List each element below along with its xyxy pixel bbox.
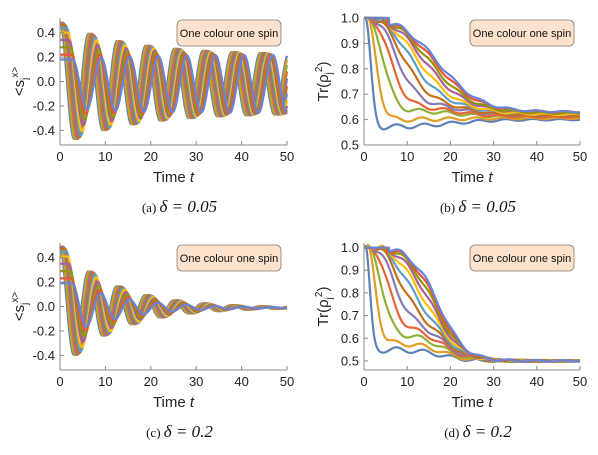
y-tick-label: 1.0 xyxy=(341,240,359,255)
x-axis-label: Time t xyxy=(451,394,493,411)
y-axis-label: Tr(ρj2) xyxy=(314,62,335,102)
legend: One colour one spin xyxy=(176,19,282,47)
x-tick-label: 30 xyxy=(486,149,500,164)
series-line-12 xyxy=(363,246,581,363)
panel-caption: (a) δ = 0.05 xyxy=(142,197,217,216)
y-axis-label: <sjx> xyxy=(10,67,31,97)
x-tick-label: 40 xyxy=(234,374,248,389)
axes: 0 10 20 30 40 50 -0.4 -0.2 0.0 0.2 0.4 xyxy=(33,243,294,389)
axes: 0 10 20 30 40 50 0.5 0.6 0.7 0.8 0.9 1.0 xyxy=(341,240,587,389)
x-tick-label: 30 xyxy=(189,149,203,164)
panel-caption: (b) δ = 0.05 xyxy=(440,197,516,216)
series-line-12 xyxy=(59,53,288,115)
y-tick-label: -0.2 xyxy=(33,323,55,338)
y-tick-label: 0.0 xyxy=(37,74,55,89)
x-tick-label: 30 xyxy=(486,374,500,389)
y-axis-label: Tr(ρj2) xyxy=(314,287,335,327)
series-line-8 xyxy=(363,16,581,117)
x-tick-label: 50 xyxy=(280,149,294,164)
panel-d: 0 10 20 30 40 50 0.5 0.6 0.7 0.8 0.9 1.0 Time t Tr(ρj… xyxy=(314,240,587,441)
legend-box xyxy=(176,19,282,47)
x-tick-label: 20 xyxy=(443,374,457,389)
panel-c: 0 10 20 30 40 50 -0.4 -0.2 0.0 0.2 0.4 Time t <sjx> O… xyxy=(10,243,294,441)
legend-label: One colour one spin xyxy=(180,253,278,265)
x-tick-label: 10 xyxy=(400,149,414,164)
x-tick-label: 20 xyxy=(144,374,158,389)
panel-caption: (d) δ = 0.2 xyxy=(444,422,512,441)
legend: One colour one spin xyxy=(469,19,575,47)
x-axis-label: Time t xyxy=(153,169,195,186)
panel-a: 0 10 20 30 40 50 -0.4 -0.2 0.0 0.2 0.4 Time t <sjx> O… xyxy=(10,18,294,216)
y-tick-label: -0.4 xyxy=(33,123,55,138)
series-line-4 xyxy=(363,16,581,119)
y-tick-label: 0.7 xyxy=(341,87,359,102)
x-tick-label: 10 xyxy=(98,374,112,389)
series-group xyxy=(59,21,289,141)
x-tick-label: 20 xyxy=(443,149,457,164)
x-tick-label: 40 xyxy=(530,149,544,164)
axes: 0 10 20 30 40 50 0.5 0.6 0.7 0.8 0.9 1.0 xyxy=(341,11,587,165)
legend-box xyxy=(176,244,282,272)
x-axis-label: Time t xyxy=(451,169,493,186)
y-tick-label: 0.2 xyxy=(37,50,55,65)
y-tick-label: 1.0 xyxy=(341,11,359,26)
legend: One colour one spin xyxy=(469,244,575,272)
legend: One colour one spin xyxy=(176,244,282,272)
panel-b: 0 10 20 30 40 50 0.5 0.6 0.7 0.8 0.9 1.0 Time t Tr(ρj… xyxy=(314,11,587,217)
x-tick-label: 40 xyxy=(530,374,544,389)
y-tick-label: 0.7 xyxy=(341,308,359,323)
y-tick-label: 0.4 xyxy=(37,25,55,40)
y-tick-label: 0.6 xyxy=(341,112,359,127)
y-tick-label: 0.5 xyxy=(341,353,359,368)
series-group xyxy=(59,245,288,356)
y-tick-label: 0.8 xyxy=(341,285,359,300)
y-tick-label: 0.9 xyxy=(341,36,359,51)
x-tick-label: 10 xyxy=(400,374,414,389)
y-tick-label: 0.4 xyxy=(37,250,55,265)
legend-box xyxy=(469,19,575,47)
series-line-2 xyxy=(363,16,581,123)
x-tick-label: 50 xyxy=(280,374,294,389)
series-group xyxy=(363,16,581,131)
legend-label: One colour one spin xyxy=(473,28,571,40)
series-line-1 xyxy=(363,16,581,131)
x-tick-label: 0 xyxy=(56,374,63,389)
y-tick-label: 0.8 xyxy=(341,61,359,76)
y-tick-label: -0.4 xyxy=(33,348,55,363)
series-group xyxy=(363,243,581,364)
x-tick-label: 0 xyxy=(360,374,367,389)
series-line-12 xyxy=(363,16,581,114)
panel-caption: (c) δ = 0.2 xyxy=(146,422,213,441)
axes: 0 10 20 30 40 50 -0.4 -0.2 0.0 0.2 0.4 xyxy=(33,18,294,164)
y-tick-label: -0.2 xyxy=(33,98,55,113)
x-tick-label: 40 xyxy=(234,149,248,164)
x-tick-label: 0 xyxy=(360,149,367,164)
x-tick-label: 30 xyxy=(189,374,203,389)
legend-box xyxy=(469,244,575,272)
y-tick-label: 0.9 xyxy=(341,263,359,278)
y-tick-label: 0.5 xyxy=(341,138,359,153)
series-line-12 xyxy=(59,282,288,328)
x-tick-label: 20 xyxy=(144,149,158,164)
x-tick-label: 0 xyxy=(56,149,63,164)
x-tick-label: 50 xyxy=(573,374,587,389)
legend-label: One colour one spin xyxy=(180,28,278,40)
y-axis-label: <sjx> xyxy=(10,292,31,322)
y-tick-label: 0.6 xyxy=(341,331,359,346)
x-axis-label: Time t xyxy=(153,394,195,411)
x-tick-label: 50 xyxy=(573,149,587,164)
series-line-6 xyxy=(363,16,581,118)
x-tick-label: 10 xyxy=(98,149,112,164)
legend-label: One colour one spin xyxy=(473,253,571,265)
y-tick-label: 0.0 xyxy=(37,299,55,314)
y-tick-label: 0.2 xyxy=(37,275,55,290)
